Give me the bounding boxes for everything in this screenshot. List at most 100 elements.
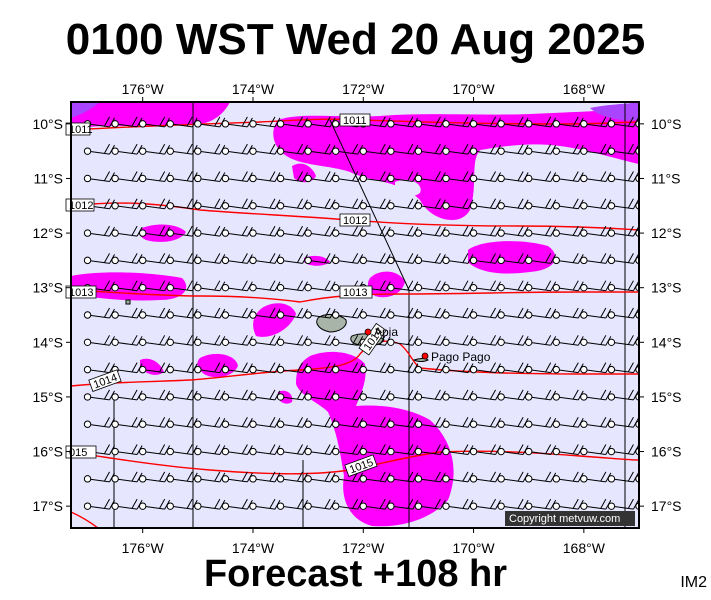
wind-barb [635, 256, 639, 265]
wind-station-circle [221, 502, 230, 510]
wind-station-circle [194, 311, 202, 319]
wind-barb [552, 389, 584, 401]
wind-station-circle [83, 311, 92, 319]
wind-barb [304, 253, 336, 265]
wind-barb [276, 280, 308, 292]
wind-station-circle [469, 420, 478, 428]
wind-station-circle [442, 502, 450, 510]
wind-station-circle [552, 256, 560, 265]
wind-station-circle [414, 120, 423, 128]
wind-station-circle [249, 393, 257, 401]
wind-station-circle [166, 120, 174, 128]
wind-station-circle [525, 147, 533, 155]
wind-station-circle [552, 420, 560, 428]
wind-station-circle [359, 420, 367, 428]
wind-barb [497, 116, 529, 128]
wind-barb [580, 307, 612, 319]
wind-station-circle [221, 147, 230, 155]
wind-barb [552, 498, 584, 510]
wind-station-circle [276, 256, 285, 265]
wind-station-circle [414, 174, 423, 183]
wind-station-circle [497, 338, 505, 347]
wind-station-circle [194, 502, 202, 510]
wind-station-circle [607, 147, 616, 155]
wind-station-circle [607, 202, 616, 210]
wind-barb [276, 444, 308, 456]
wind-station-circle [331, 338, 340, 347]
wind-barb [607, 362, 639, 374]
wind-station-circle [359, 447, 367, 456]
x-label-bottom: 170°W [452, 540, 495, 556]
wind-station-circle [414, 147, 423, 155]
precip-area [367, 271, 405, 298]
wind-station-circle [414, 311, 423, 319]
wind-station-circle [83, 229, 92, 237]
wind-station-circle [607, 256, 616, 265]
wind-barb [249, 362, 281, 374]
apia-marker [364, 328, 372, 336]
wind-barb [552, 280, 584, 292]
y-label-right: 16°S [651, 444, 682, 460]
wind-barb [469, 307, 502, 319]
forecast-label: Forecast +108 hr [203, 553, 508, 595]
y-label-right: 10°S [651, 116, 682, 132]
wind-station-circle [525, 447, 533, 456]
wind-barb [276, 171, 308, 183]
wind-station-circle [276, 475, 285, 483]
wind-station-circle [276, 174, 285, 183]
wind-station-circle [387, 420, 395, 428]
wind-station-circle [442, 174, 450, 183]
y-label-left: 11°S [34, 170, 63, 186]
wind-barb [635, 202, 639, 210]
wind-station-circle [111, 393, 119, 401]
wind-station-circle [607, 365, 616, 374]
wind-barb [387, 335, 419, 347]
wind-station-circle [607, 502, 616, 510]
wind-station-circle [304, 420, 312, 428]
wind-barb [387, 389, 419, 401]
x-label-top: 176°W [122, 81, 165, 97]
wind-station-circle [111, 256, 119, 265]
wind-barb [359, 198, 391, 210]
wind-station-circle [166, 147, 174, 155]
wind-barb [414, 198, 446, 210]
wind-station-circle [276, 202, 285, 210]
wind-station-circle [304, 393, 312, 401]
wind-station-circle [276, 338, 285, 347]
wind-station-circle [497, 202, 505, 210]
wind-barb [166, 471, 198, 483]
wind-station-circle [607, 174, 616, 183]
wind-barb [221, 389, 253, 401]
wind-station-circle [442, 420, 450, 428]
wind-barb [359, 171, 391, 183]
wind-station-circle [304, 120, 312, 128]
wind-barb [442, 389, 474, 401]
wind-barb [359, 471, 391, 483]
wind-station-circle [552, 283, 560, 292]
y-label-right: 13°S [651, 280, 682, 296]
wind-barb [525, 335, 557, 347]
wind-barb [552, 116, 584, 128]
pago-pago-marker [421, 352, 429, 360]
wind-station-circle [249, 147, 257, 155]
wind-barb [304, 143, 336, 155]
wind-station-circle [83, 502, 92, 510]
precip-area [71, 102, 230, 130]
wind-barb [276, 416, 308, 428]
wind-station-circle [387, 202, 395, 210]
wind-barb [83, 498, 115, 510]
wind-station-circle [414, 365, 423, 374]
wind-station-circle [83, 365, 92, 374]
wind-station-circle [552, 502, 560, 510]
wind-station-circle [414, 420, 423, 428]
wind-barb [387, 362, 419, 374]
wind-station-circle [221, 120, 230, 128]
wind-barb [138, 225, 171, 237]
wind-barb [111, 143, 143, 155]
wind-barb [221, 225, 253, 237]
wind-station-circle [497, 283, 505, 292]
wind-station-circle [83, 174, 92, 183]
wind-station-circle [166, 475, 174, 483]
wind-station-circle [580, 475, 588, 483]
wind-station-circle [138, 229, 147, 237]
